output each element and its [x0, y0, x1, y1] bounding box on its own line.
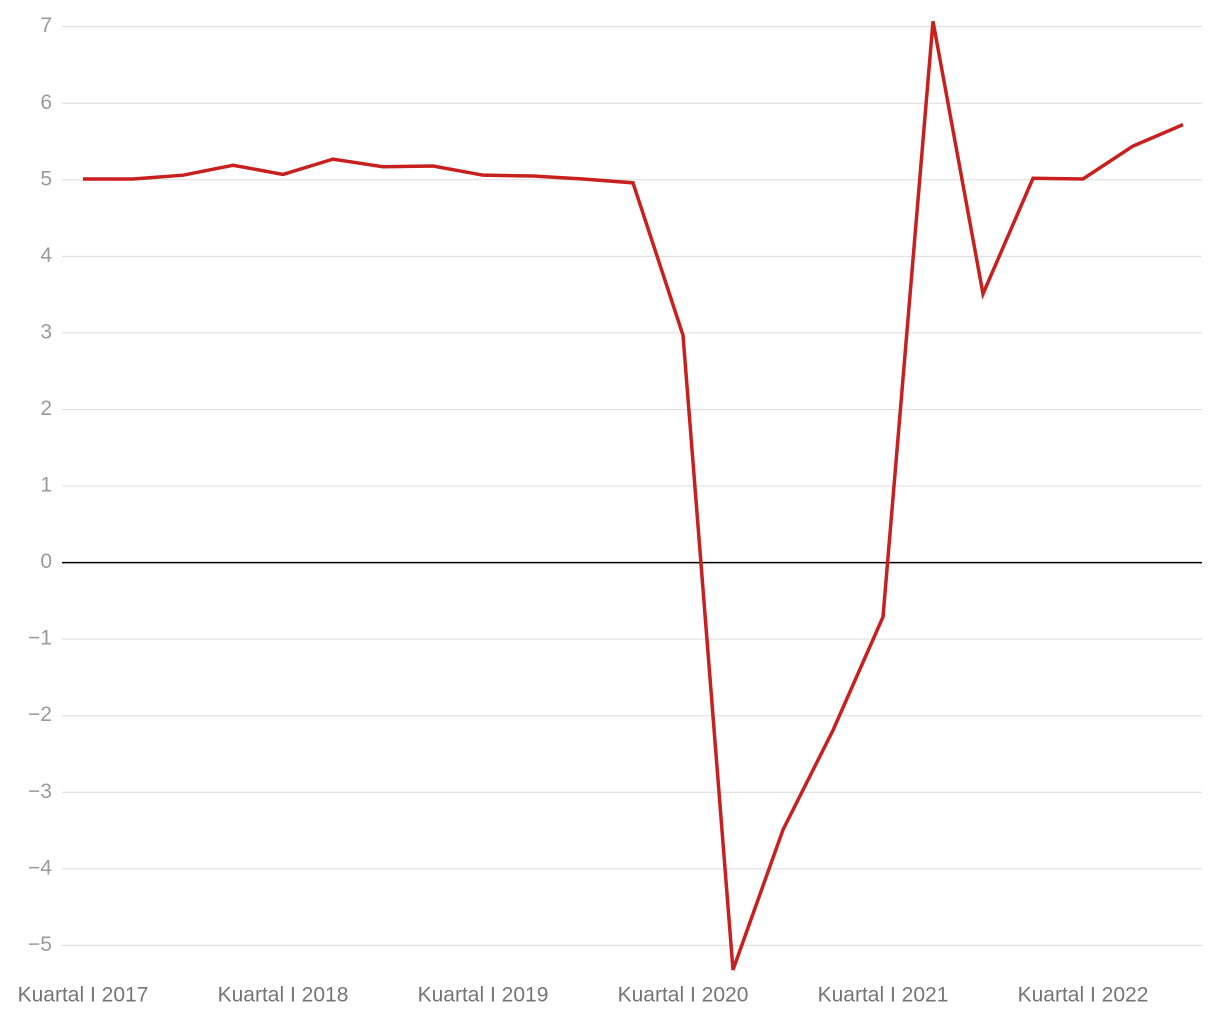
x-tick-label: Kuartal I 2022	[1018, 984, 1149, 1007]
y-tick-label: −1	[28, 627, 52, 650]
x-tick-label: Kuartal I 2021	[818, 984, 949, 1007]
y-tick-label: 4	[40, 244, 52, 267]
y-tick-label: −2	[28, 703, 52, 726]
x-tick-label: Kuartal I 2017	[18, 984, 149, 1007]
y-tick-label: 3	[40, 320, 52, 343]
y-tick-label: 2	[40, 397, 52, 420]
y-tick-label: −4	[28, 856, 52, 879]
y-tick-label: −3	[28, 780, 52, 803]
y-tick-label: 6	[40, 91, 52, 114]
y-tick-label: 7	[40, 14, 52, 37]
x-tick-label: Kuartal I 2018	[218, 984, 349, 1007]
y-tick-label: 0	[40, 550, 52, 573]
y-tick-label: −5	[28, 933, 52, 956]
line-series	[83, 20, 1184, 971]
y-tick-label: 5	[40, 167, 52, 190]
y-tick-label: 1	[40, 474, 52, 497]
x-tick-label: Kuartal I 2020	[618, 984, 749, 1007]
x-tick-label: Kuartal I 2019	[418, 984, 549, 1007]
